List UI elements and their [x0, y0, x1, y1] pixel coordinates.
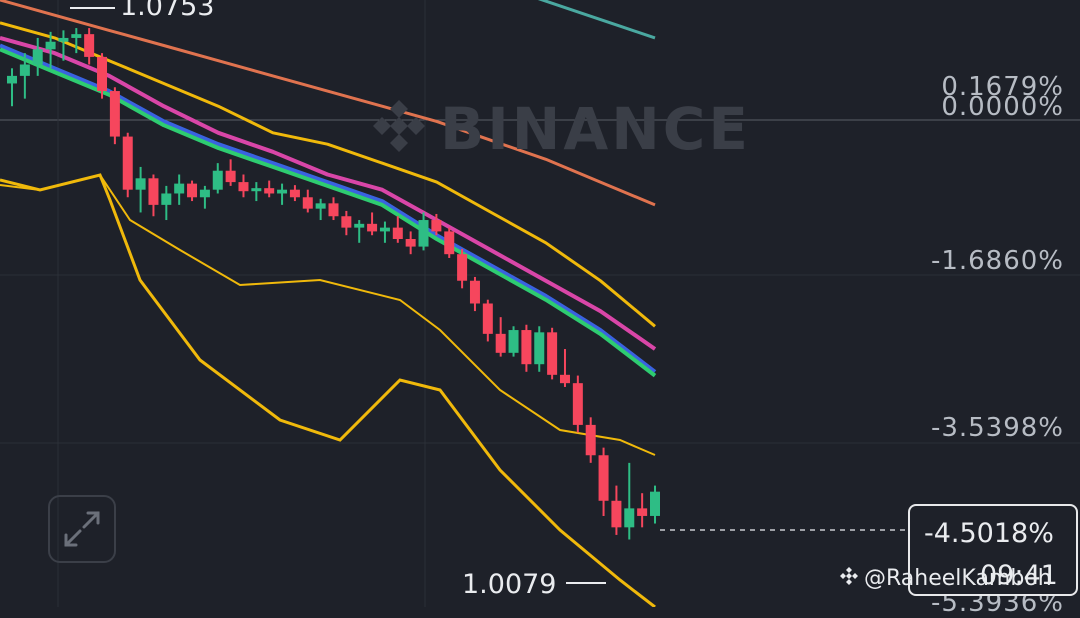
candle-body: [341, 216, 352, 228]
candle-body: [212, 170, 223, 190]
candle-body: [547, 332, 558, 375]
candle-body: [251, 188, 262, 192]
axis-label-top: 0.1679%: [941, 72, 1064, 102]
candle-body: [405, 239, 416, 247]
candle-body: [598, 455, 609, 501]
candle-body: [611, 500, 622, 528]
candle-body: [572, 383, 583, 425]
candle-body: [328, 203, 339, 217]
candle-body: [32, 49, 43, 65]
candle-body: [431, 220, 442, 232]
expand-icon: [64, 511, 100, 547]
current-price-box: -4.5018% 09:41: [908, 504, 1078, 596]
candle-body: [354, 223, 365, 228]
candle-body: [277, 189, 288, 194]
candle-body: [418, 220, 429, 247]
upper-band: [0, 173, 656, 456]
candle-body: [161, 193, 172, 205]
candle-body: [187, 183, 198, 198]
candle-body: [637, 508, 648, 516]
candle-body: [585, 424, 596, 456]
candle-body: [84, 34, 95, 57]
candle-body: [624, 508, 635, 528]
candle-body: [122, 136, 133, 190]
candle-body: [97, 56, 108, 92]
current-change: -4.5018%: [924, 518, 1054, 549]
candle-body: [135, 178, 146, 190]
candle-body: [58, 37, 69, 42]
binance-logo-icon: [364, 94, 434, 168]
high-price-marker: 1.0753: [120, 0, 215, 22]
candle-body: [7, 75, 17, 84]
candle-body: [289, 189, 300, 198]
indicator-line: [0, 21, 656, 328]
handle-text: @RaheelKamboh: [864, 566, 1052, 591]
candle-body: [650, 491, 660, 516]
indicator-line: [0, 43, 657, 374]
candle-body: [534, 332, 545, 365]
candle-body: [508, 330, 519, 353]
candle-body: [238, 182, 249, 192]
candle-body: [495, 333, 506, 353]
fullscreen-button[interactable]: [48, 495, 116, 563]
candle-body: [199, 189, 210, 198]
indicator-line: [0, 35, 657, 351]
candle-body: [45, 41, 56, 50]
candle-body: [521, 330, 532, 365]
binance-watermark: BINANCE: [440, 95, 751, 163]
candle-body: [367, 223, 378, 232]
candle-body: [109, 91, 120, 137]
binance-square-icon: [838, 566, 860, 591]
candle-body: [19, 64, 30, 76]
candle-body: [302, 197, 313, 209]
candle-body: [559, 374, 570, 384]
countdown-timer: 09:41: [980, 560, 1058, 591]
candle-body: [71, 34, 82, 38]
axis-label-lower: -3.5398%: [930, 413, 1064, 443]
candle-body: [457, 254, 468, 281]
low-price-marker: 1.0079: [462, 569, 557, 600]
candle-body: [482, 303, 493, 334]
candle-body: [264, 188, 275, 194]
candle-body: [392, 227, 403, 240]
candle-body: [225, 170, 236, 183]
indicator-line: [537, 0, 656, 40]
indicator-line: [0, 0, 656, 207]
candle-body: [469, 280, 480, 304]
axis-label-zero: 0.0000%: [941, 92, 1064, 122]
candle-body: [444, 231, 455, 255]
axis-label-mid: -1.6860%: [930, 246, 1064, 276]
candle-body: [379, 227, 390, 232]
indicator-line: [0, 47, 657, 378]
author-handle: @RaheelKamboh: [838, 566, 1052, 591]
candle-body: [174, 183, 185, 194]
lower-band: [0, 173, 656, 607]
candle-body: [148, 178, 159, 205]
candle-body: [315, 203, 326, 209]
